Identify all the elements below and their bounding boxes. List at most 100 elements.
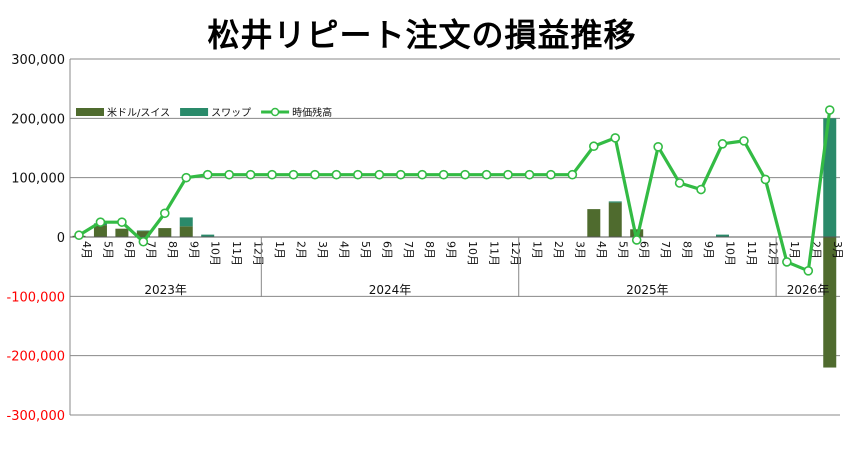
x-tick-label: 8月 bbox=[166, 241, 179, 259]
x-tick-label: 4月 bbox=[595, 241, 608, 259]
y-axis-ticks: 300,000 200,000 100,000 0 -100,000 -200,000 -3… bbox=[7, 53, 65, 424]
x-axis: 4月 5月 6月 7月 8月 9月 10月 11月 12月 1月 2月 3月 4月 5月 6月 7月 8月 9月 1… bbox=[70, 236, 844, 297]
x-tick-label: 5月 bbox=[616, 241, 629, 259]
bar bbox=[587, 209, 601, 237]
line-point bbox=[739, 136, 749, 146]
line-point bbox=[138, 236, 149, 247]
line-point bbox=[224, 169, 234, 180]
legend-marker bbox=[270, 107, 280, 117]
line-point bbox=[717, 139, 728, 149]
x-tick-label: 12月 bbox=[766, 241, 779, 266]
bar bbox=[823, 237, 837, 368]
x-tick-label: 11月 bbox=[488, 241, 501, 266]
y-tick-label: 300,000 bbox=[11, 53, 65, 68]
line-point bbox=[631, 235, 642, 245]
line-point bbox=[803, 266, 814, 276]
y-tick-label: -300,000 bbox=[7, 409, 65, 424]
legend-label: 時価残高 bbox=[292, 106, 332, 119]
x-tick-label: 5月 bbox=[101, 241, 114, 259]
line-point bbox=[417, 169, 428, 180]
line-point bbox=[653, 142, 663, 152]
y-tick-label: 0 bbox=[57, 231, 65, 246]
line-point bbox=[202, 169, 213, 180]
year-label: 2026年 bbox=[787, 283, 830, 297]
line-series bbox=[74, 105, 835, 276]
x-tick-label: 11月 bbox=[745, 241, 758, 266]
line-point bbox=[310, 169, 320, 180]
line-point bbox=[481, 169, 492, 180]
x-tick-label: 7月 bbox=[402, 241, 415, 259]
bar bbox=[179, 226, 193, 237]
line-point bbox=[74, 230, 84, 241]
line-point bbox=[353, 169, 363, 180]
line-point bbox=[674, 178, 685, 188]
bar bbox=[823, 118, 837, 237]
x-tick-label: 1月 bbox=[530, 241, 543, 259]
legend-label: 米ドル/スイス bbox=[107, 106, 170, 119]
line-point bbox=[696, 184, 706, 195]
line-point bbox=[824, 105, 835, 115]
year-label: 2024年 bbox=[369, 283, 412, 297]
y-tick-label: 100,000 bbox=[11, 172, 65, 187]
line-point bbox=[438, 169, 449, 180]
x-tick-label: 1月 bbox=[788, 241, 801, 259]
x-tick-label: 4月 bbox=[80, 241, 93, 259]
x-tick-label: 3月 bbox=[831, 241, 844, 259]
line-point bbox=[546, 169, 556, 180]
x-tick-label: 10月 bbox=[209, 241, 222, 266]
x-tick-label: 5月 bbox=[359, 241, 372, 259]
legend-swatch bbox=[76, 108, 104, 116]
x-tick-label: 9月 bbox=[445, 241, 458, 259]
bar bbox=[179, 217, 193, 227]
bar bbox=[201, 234, 215, 237]
line-point bbox=[567, 169, 578, 180]
x-tick-label: 7月 bbox=[659, 241, 672, 259]
x-tick-label: 2月 bbox=[552, 241, 565, 259]
bar bbox=[136, 230, 150, 232]
chart-title: 松井リピート注文の損益推移 bbox=[207, 16, 637, 54]
x-tick-label: 3月 bbox=[573, 241, 586, 259]
x-tick-label: 9月 bbox=[187, 241, 200, 259]
line-point bbox=[782, 257, 792, 267]
x-tick-label: 4月 bbox=[337, 241, 350, 259]
bar bbox=[115, 228, 129, 237]
bar bbox=[136, 231, 150, 237]
x-tick-label: 11月 bbox=[230, 241, 243, 266]
line-point bbox=[117, 217, 127, 227]
line-point bbox=[331, 169, 342, 180]
line-point bbox=[460, 169, 470, 180]
line-point bbox=[267, 169, 277, 180]
x-tick-label: 10月 bbox=[466, 241, 479, 266]
line-point bbox=[524, 169, 535, 180]
line-point bbox=[95, 217, 106, 227]
x-tick-label: 10月 bbox=[724, 241, 737, 266]
line-point bbox=[374, 169, 385, 180]
x-tick-label: 6月 bbox=[380, 241, 393, 259]
x-tick-label: 2月 bbox=[295, 241, 308, 259]
year-label: 2025年 bbox=[626, 283, 669, 297]
x-tick-label: 8月 bbox=[681, 241, 694, 259]
line-point bbox=[395, 169, 406, 180]
x-tick-label: 8月 bbox=[423, 241, 436, 259]
legend: 米ドル/スイス スワップ 時価残高 bbox=[76, 106, 332, 119]
x-tick-label: 12月 bbox=[509, 241, 522, 266]
x-tick-label: 1月 bbox=[273, 241, 286, 259]
x-tick-label: 6月 bbox=[638, 241, 651, 259]
line-point bbox=[503, 169, 513, 180]
line-point bbox=[245, 169, 256, 180]
bar bbox=[608, 201, 622, 203]
year-label: 2023年 bbox=[144, 283, 187, 297]
x-tick-label: 9月 bbox=[702, 241, 715, 259]
legend-label: スワップ bbox=[211, 107, 251, 119]
line-point bbox=[160, 208, 170, 219]
y-tick-label: -100,000 bbox=[7, 290, 65, 305]
line-point bbox=[181, 172, 192, 183]
line-point bbox=[588, 141, 599, 152]
line-point bbox=[760, 174, 771, 185]
x-tick-label: 6月 bbox=[123, 241, 136, 259]
y-tick-label: -200,000 bbox=[7, 350, 65, 365]
y-tick-label: 200,000 bbox=[11, 112, 65, 127]
x-tick-label: 3月 bbox=[316, 241, 329, 259]
bar bbox=[93, 225, 107, 237]
